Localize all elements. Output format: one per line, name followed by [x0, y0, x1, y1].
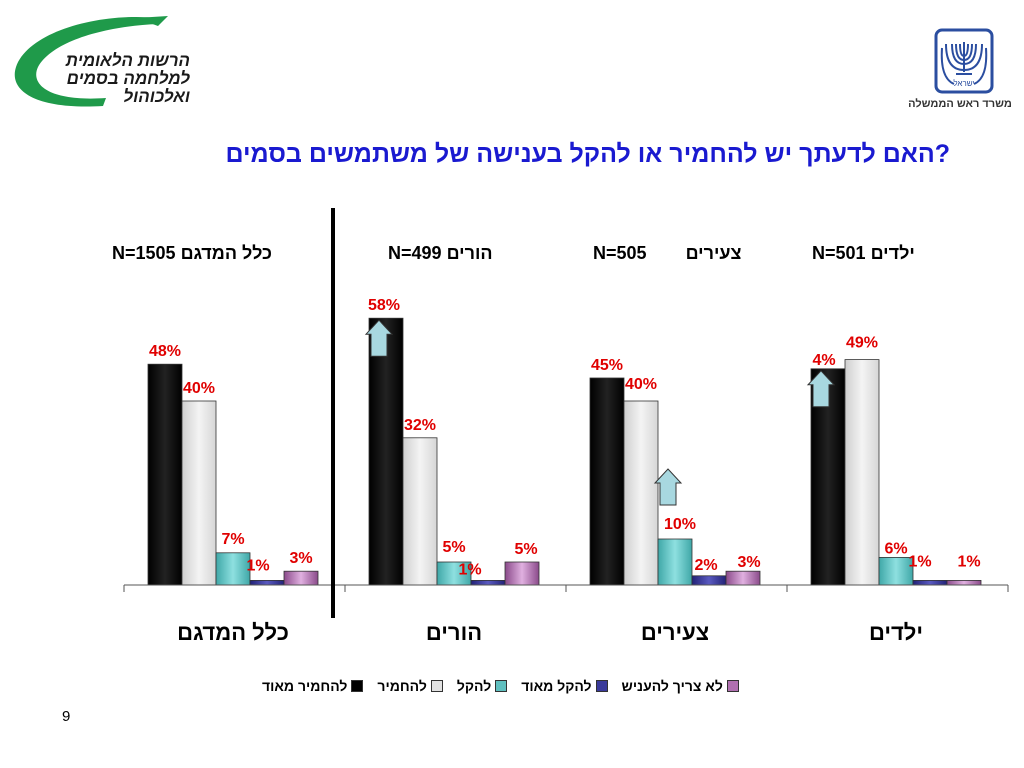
bar-5 [946, 580, 982, 586]
data-label: 1% [957, 553, 980, 570]
data-label: 3% [737, 554, 760, 571]
legend-item: להקל [456, 678, 508, 694]
authority-logo: הרשות הלאומית למלחמה בסמים ואלכוהול [8, 12, 208, 112]
up-arrow-icon [653, 468, 683, 506]
logo-text-line-3: ואלכוהול [123, 87, 190, 106]
group-header-label: כלל המדגם [180, 243, 272, 263]
bar-4 [912, 580, 948, 586]
category-label: ילדים [869, 620, 923, 645]
data-label: 40% [183, 380, 215, 397]
legend-item: להחמיר מאוד [262, 678, 364, 694]
group-header-label: צעירים [685, 243, 742, 263]
bar-2 [402, 437, 438, 586]
data-label: 40% [625, 376, 657, 393]
logo-text-line-2: למלחמה בסמים [66, 69, 190, 88]
bar-1 [368, 317, 404, 586]
bar-1 [147, 363, 183, 586]
data-label: 4% [812, 352, 835, 369]
data-label: 45% [591, 357, 623, 374]
group-header-parents: N=499 הורים [388, 243, 493, 264]
category-label: צעירים [641, 620, 709, 645]
legend-label: להחמיר מאוד [262, 678, 348, 694]
category-label: הורים [426, 620, 482, 645]
data-label: 6% [884, 540, 907, 557]
data-label: 3% [289, 550, 312, 567]
bar-4 [470, 580, 506, 586]
bar-4 [249, 580, 285, 586]
legend-item: לא צריך להעניש [622, 678, 739, 694]
legend-label: להחמיר [377, 678, 427, 694]
bar-3 [878, 557, 914, 586]
data-label: 49% [846, 335, 878, 352]
group-header-youth: N=505 צעירים [593, 243, 742, 264]
menorah-emblem-icon: ישראל [934, 28, 994, 94]
category-label: כלל המדגם [177, 620, 289, 645]
group-header-total: N=1505 כלל המדגם [112, 243, 272, 264]
page-number: 9 [62, 708, 71, 725]
legend-item: להחמיר [377, 678, 443, 694]
bar-5 [283, 570, 319, 586]
legend-swatch [726, 680, 739, 692]
legend-label: לא צריך להעניש [621, 678, 723, 694]
data-label: 5% [442, 539, 465, 556]
data-label: 32% [404, 417, 436, 434]
up-arrow-icon [806, 370, 836, 408]
legend-swatch [351, 680, 364, 692]
page-title: ?האם לדעתך יש להחמיר או להקל בענישה של מ… [225, 140, 951, 168]
logo-text-line-1: הרשות הלאומית [65, 51, 190, 70]
data-label: 48% [149, 343, 181, 360]
bar-1 [589, 377, 625, 586]
logo-swoosh-icon [14, 16, 168, 107]
bar-2 [181, 400, 217, 586]
data-label: 1% [458, 561, 481, 578]
group-header-children: N=501 ילדים [812, 243, 915, 264]
data-label: 5% [514, 541, 537, 558]
data-label: 58% [368, 297, 400, 314]
bar-2 [844, 359, 880, 586]
emblem-text: ישראל [953, 79, 974, 88]
group-header-label: ילדים [870, 243, 915, 263]
legend-swatch [595, 680, 608, 692]
group-header-n: N=1505 [112, 243, 176, 263]
ministry-caption: משרד ראש הממשלה [908, 98, 1012, 110]
bar-5 [504, 561, 540, 586]
state-emblem: ישראל [934, 28, 994, 94]
legend-swatch [430, 680, 443, 692]
legend-swatch [495, 680, 508, 692]
chart-legend: להחמיר מאוד להחמיר להקל להקל מאוד לא צרי… [262, 678, 739, 694]
group-header-n: N=499 [388, 243, 442, 263]
data-label: 2% [694, 557, 717, 574]
bar-5 [725, 570, 761, 586]
group-header-n: N=501 [812, 243, 866, 263]
legend-item: להקל מאוד [521, 678, 608, 694]
legend-label: להקל [456, 678, 492, 694]
group-header-label: הורים [446, 243, 493, 263]
data-label: 10% [664, 516, 696, 533]
bar-3 [215, 552, 251, 586]
data-label: 1% [246, 557, 269, 574]
data-label: 1% [908, 553, 931, 570]
bar-4 [691, 575, 727, 586]
up-arrow-icon [364, 319, 394, 357]
data-label: 7% [221, 531, 244, 548]
legend-label: להקל מאוד [521, 678, 592, 694]
bar-3 [657, 538, 693, 586]
bar-2 [623, 400, 659, 586]
group-header-n: N=505 [593, 243, 647, 263]
